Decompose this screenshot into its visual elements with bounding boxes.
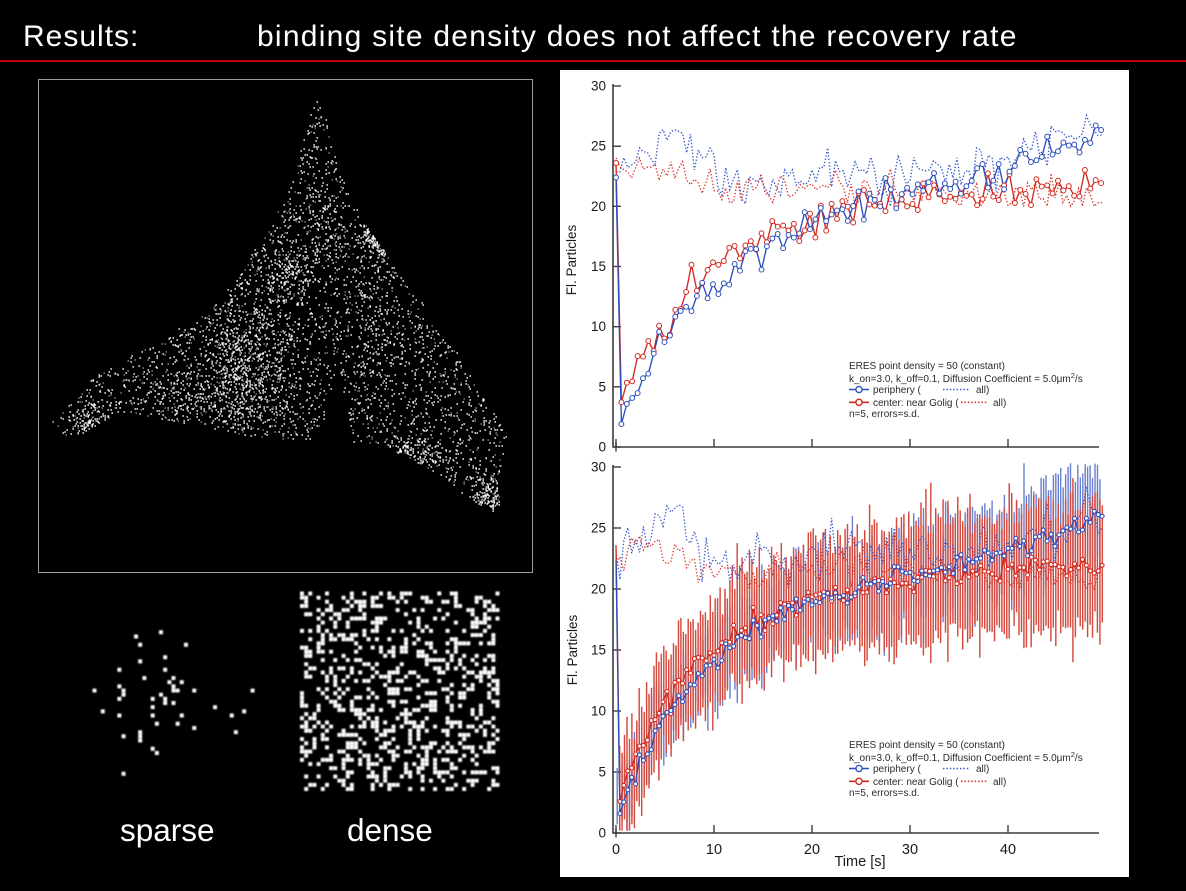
svg-text:Fl. Particles: Fl. Particles: [564, 224, 579, 295]
svg-text:periphery (: periphery (: [873, 764, 921, 775]
svg-text:all): all): [993, 398, 1006, 409]
svg-text:40: 40: [1000, 842, 1016, 858]
svg-text:20: 20: [591, 199, 606, 214]
svg-text:k_on=3.0, k_off=0.1, Diffusion: k_on=3.0, k_off=0.1, Diffusion Coefficie…: [849, 750, 1083, 764]
svg-text:Fl. Particles: Fl. Particles: [565, 614, 580, 685]
svg-text:10: 10: [591, 319, 606, 334]
svg-text:center: near Golig (: center: near Golig (: [873, 398, 959, 409]
svg-text:periphery (: periphery (: [873, 385, 921, 396]
svg-text:Time [s]: Time [s]: [834, 854, 885, 870]
svg-text:all): all): [976, 764, 989, 775]
svg-text:10: 10: [591, 704, 606, 719]
svg-text:ERES point density = 50 (const: ERES point density = 50 (constant): [849, 740, 1005, 751]
svg-text:10: 10: [706, 842, 722, 858]
svg-text:5: 5: [598, 379, 606, 394]
svg-text:20: 20: [591, 582, 606, 597]
svg-text:all): all): [976, 385, 989, 396]
svg-text:0: 0: [598, 440, 606, 455]
svg-text:25: 25: [591, 521, 606, 536]
svg-text:30: 30: [591, 460, 606, 475]
svg-text:0: 0: [612, 842, 620, 858]
svg-text:n=5, errors=s.d.: n=5, errors=s.d.: [849, 788, 920, 799]
svg-text:n=5, errors=s.d.: n=5, errors=s.d.: [849, 409, 920, 420]
svg-text:25: 25: [591, 139, 606, 154]
svg-text:center: near Golig (: center: near Golig (: [873, 777, 959, 788]
svg-text:15: 15: [591, 643, 606, 658]
svg-text:ERES point density = 50 (const: ERES point density = 50 (constant): [849, 361, 1005, 372]
svg-text:all): all): [993, 777, 1006, 788]
svg-text:5: 5: [598, 765, 606, 780]
svg-text:20: 20: [804, 842, 820, 858]
svg-text:30: 30: [591, 79, 606, 94]
svg-text:k_on=3.0, k_off=0.1, Diffusion: k_on=3.0, k_off=0.1, Diffusion Coefficie…: [849, 371, 1083, 385]
svg-text:30: 30: [902, 842, 918, 858]
svg-text:0: 0: [598, 826, 606, 841]
svg-text:15: 15: [591, 259, 606, 274]
